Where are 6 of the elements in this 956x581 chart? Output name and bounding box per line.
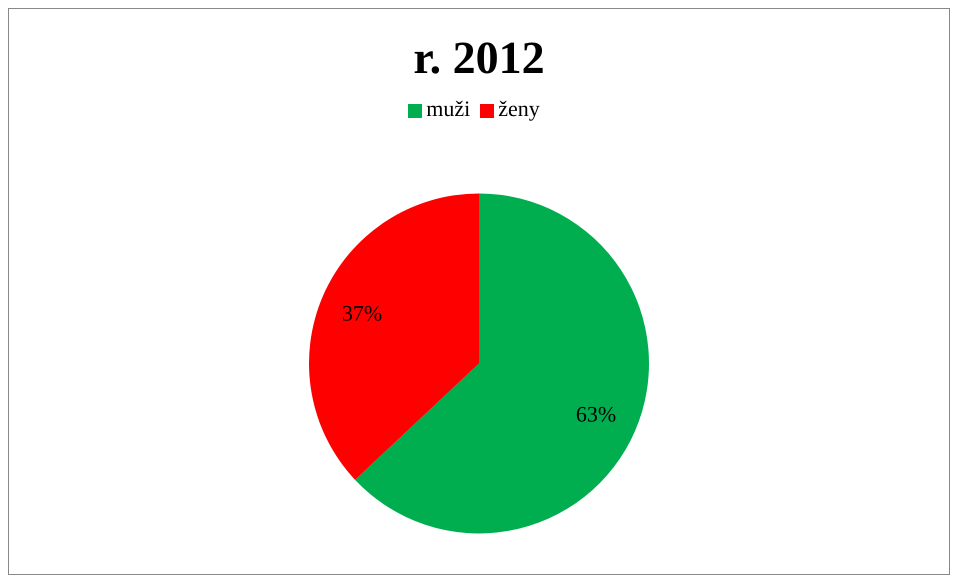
data-label: 37% <box>342 300 382 326</box>
legend-label: ženy <box>498 96 540 121</box>
chart-title: r. 2012 <box>412 31 546 85</box>
legend-label: muži <box>426 96 470 121</box>
pie-slice <box>309 193 479 480</box>
data-label: 63% <box>576 402 616 427</box>
